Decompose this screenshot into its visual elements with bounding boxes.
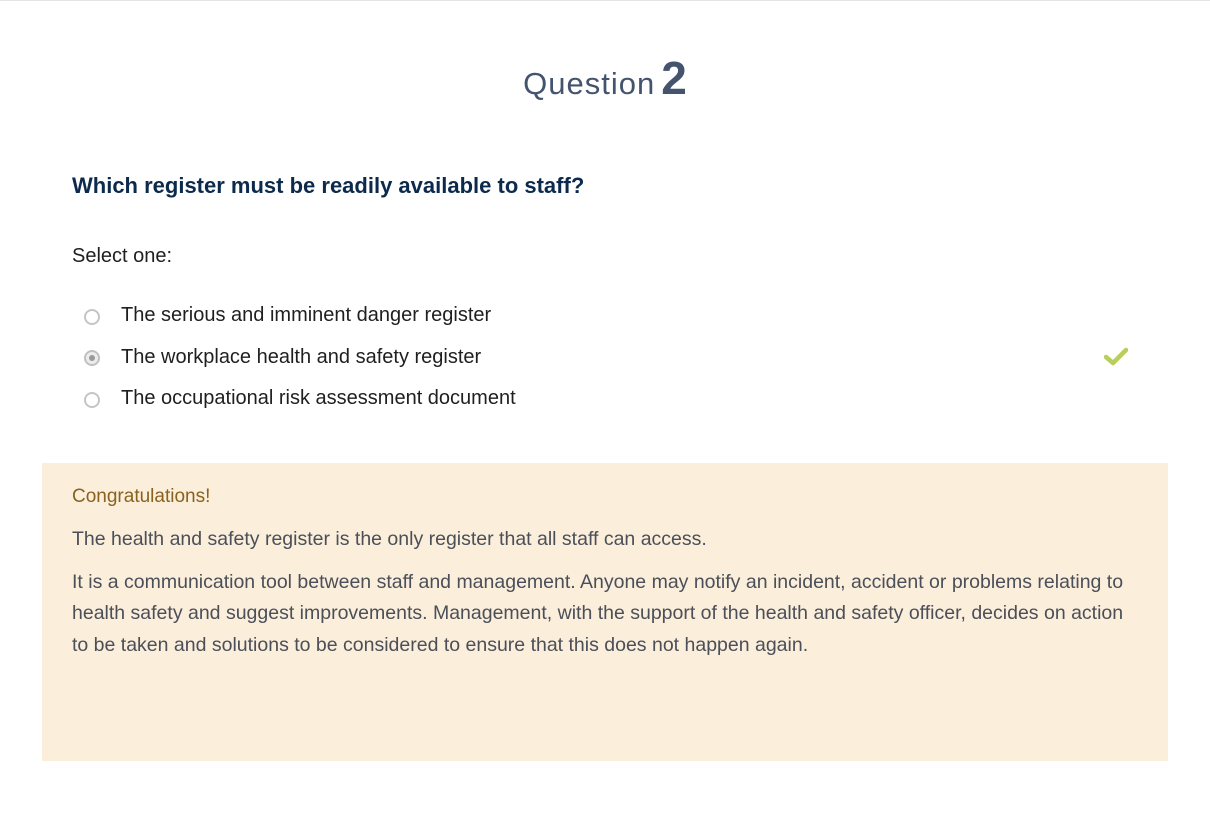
answer-option-label: The serious and imminent danger register [121,304,492,327]
answer-option-2[interactable]: The workplace health and safety register [84,337,1134,379]
radio-button-selected[interactable] [84,350,100,367]
feedback-panel: Congratulations! The health and safety r… [42,463,1168,761]
question-heading: Question 2 [0,51,1210,105]
answer-options: The serious and imminent danger register… [84,295,1134,420]
radio-button[interactable] [84,308,100,325]
question-word: Question [523,66,656,101]
feedback-paragraph-1: The health and safety register is the on… [72,528,707,550]
answer-option-3[interactable]: The occupational risk assessment documen… [84,378,1134,420]
answer-option-label: The workplace health and safety register [121,345,482,368]
answer-option-label: The occupational risk assessment documen… [121,387,516,410]
feedback-title: Congratulations! [72,486,211,507]
question-text: Which register must be readily available… [72,173,585,198]
radio-button[interactable] [84,391,100,408]
answer-option-1[interactable]: The serious and imminent danger register [84,295,1134,337]
checkmark-icon [1104,347,1128,365]
feedback-paragraph-2: It is a communication tool between staff… [72,570,1124,656]
question-number: 2 [661,52,687,104]
select-one-label: Select one: [72,245,173,267]
